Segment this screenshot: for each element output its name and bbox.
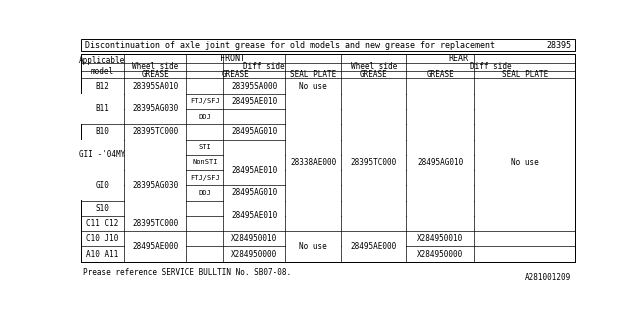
Text: 28495AE000: 28495AE000 — [132, 242, 179, 251]
Text: 28395TC000: 28395TC000 — [132, 219, 179, 228]
Text: NonSTI: NonSTI — [192, 159, 218, 165]
Text: X284950000: X284950000 — [417, 250, 463, 259]
Text: Discontinuation of axle joint grease for old models and new grease for replaceme: Discontinuation of axle joint grease for… — [84, 41, 495, 50]
Text: 28495AE010: 28495AE010 — [231, 165, 278, 175]
Text: GREASE: GREASE — [222, 70, 250, 79]
Bar — [342, 94, 406, 231]
Text: FRONT: FRONT — [220, 54, 245, 63]
Text: 28495AE000: 28495AE000 — [351, 242, 397, 251]
Text: FTJ/SFJ: FTJ/SFJ — [190, 98, 220, 104]
Text: SEAL PLATE: SEAL PLATE — [502, 70, 548, 79]
Text: STI: STI — [198, 144, 211, 150]
Text: GREASE: GREASE — [141, 70, 169, 79]
Text: X284950000: X284950000 — [231, 250, 278, 259]
Bar — [81, 54, 575, 262]
Bar — [125, 94, 186, 124]
Text: 28495AG010: 28495AG010 — [231, 127, 278, 136]
Text: 28395TC000: 28395TC000 — [351, 158, 397, 167]
Bar — [81, 39, 575, 52]
Bar — [286, 232, 340, 261]
Text: GREASE: GREASE — [426, 70, 454, 79]
Text: SEAL PLATE: SEAL PLATE — [290, 70, 337, 79]
Bar — [286, 94, 340, 231]
Text: No use: No use — [300, 82, 327, 91]
Text: C10 J10: C10 J10 — [86, 234, 118, 243]
Bar — [406, 94, 474, 231]
Bar — [125, 140, 186, 231]
Text: B10: B10 — [95, 127, 109, 136]
Bar — [81, 140, 124, 170]
Text: 28395SA000: 28395SA000 — [231, 82, 278, 91]
Text: X284950010: X284950010 — [231, 234, 278, 243]
Text: 28495AE010: 28495AE010 — [231, 97, 278, 106]
Text: B11: B11 — [95, 105, 109, 114]
Text: Wheel side: Wheel side — [351, 62, 397, 71]
Text: 28395AG030: 28395AG030 — [132, 181, 179, 190]
Bar — [125, 232, 186, 261]
Text: REAR: REAR — [448, 54, 468, 63]
Text: No use: No use — [300, 242, 327, 251]
Text: No use: No use — [511, 158, 539, 167]
Text: 28395SA010: 28395SA010 — [132, 82, 179, 91]
Text: GII -'04MY: GII -'04MY — [79, 150, 125, 159]
Text: GREASE: GREASE — [360, 70, 388, 79]
Text: 28495AG010: 28495AG010 — [417, 158, 463, 167]
Text: GI0: GI0 — [95, 181, 109, 190]
Bar — [81, 94, 124, 124]
Text: C11 C12: C11 C12 — [86, 219, 118, 228]
Text: FTJ/SFJ: FTJ/SFJ — [190, 175, 220, 181]
Text: A281001209: A281001209 — [525, 273, 572, 282]
Text: 28395: 28395 — [547, 41, 572, 50]
Bar — [475, 94, 575, 231]
Bar — [342, 232, 406, 261]
Text: Diff side: Diff side — [470, 62, 511, 71]
Text: DDJ: DDJ — [198, 114, 211, 120]
Text: Prease reference SERVICE BULLTIN No. SB07-08.: Prease reference SERVICE BULLTIN No. SB0… — [83, 268, 291, 277]
Text: 28495AE010: 28495AE010 — [231, 212, 278, 220]
Text: A10 A11: A10 A11 — [86, 250, 118, 259]
Text: 28395TC000: 28395TC000 — [132, 127, 179, 136]
Text: Applicable
model: Applicable model — [79, 56, 125, 76]
Text: 28395AG030: 28395AG030 — [132, 105, 179, 114]
Text: Diff side: Diff side — [243, 62, 285, 71]
Text: S10: S10 — [95, 204, 109, 213]
Bar — [224, 201, 285, 231]
Text: 28495AG010: 28495AG010 — [231, 188, 278, 197]
Bar — [224, 155, 285, 185]
Bar — [81, 171, 124, 200]
Text: DDJ: DDJ — [198, 190, 211, 196]
Text: X284950010: X284950010 — [417, 234, 463, 243]
Text: 28338AE000: 28338AE000 — [290, 158, 337, 167]
Text: B12: B12 — [95, 82, 109, 91]
Text: Wheel side: Wheel side — [132, 62, 179, 71]
